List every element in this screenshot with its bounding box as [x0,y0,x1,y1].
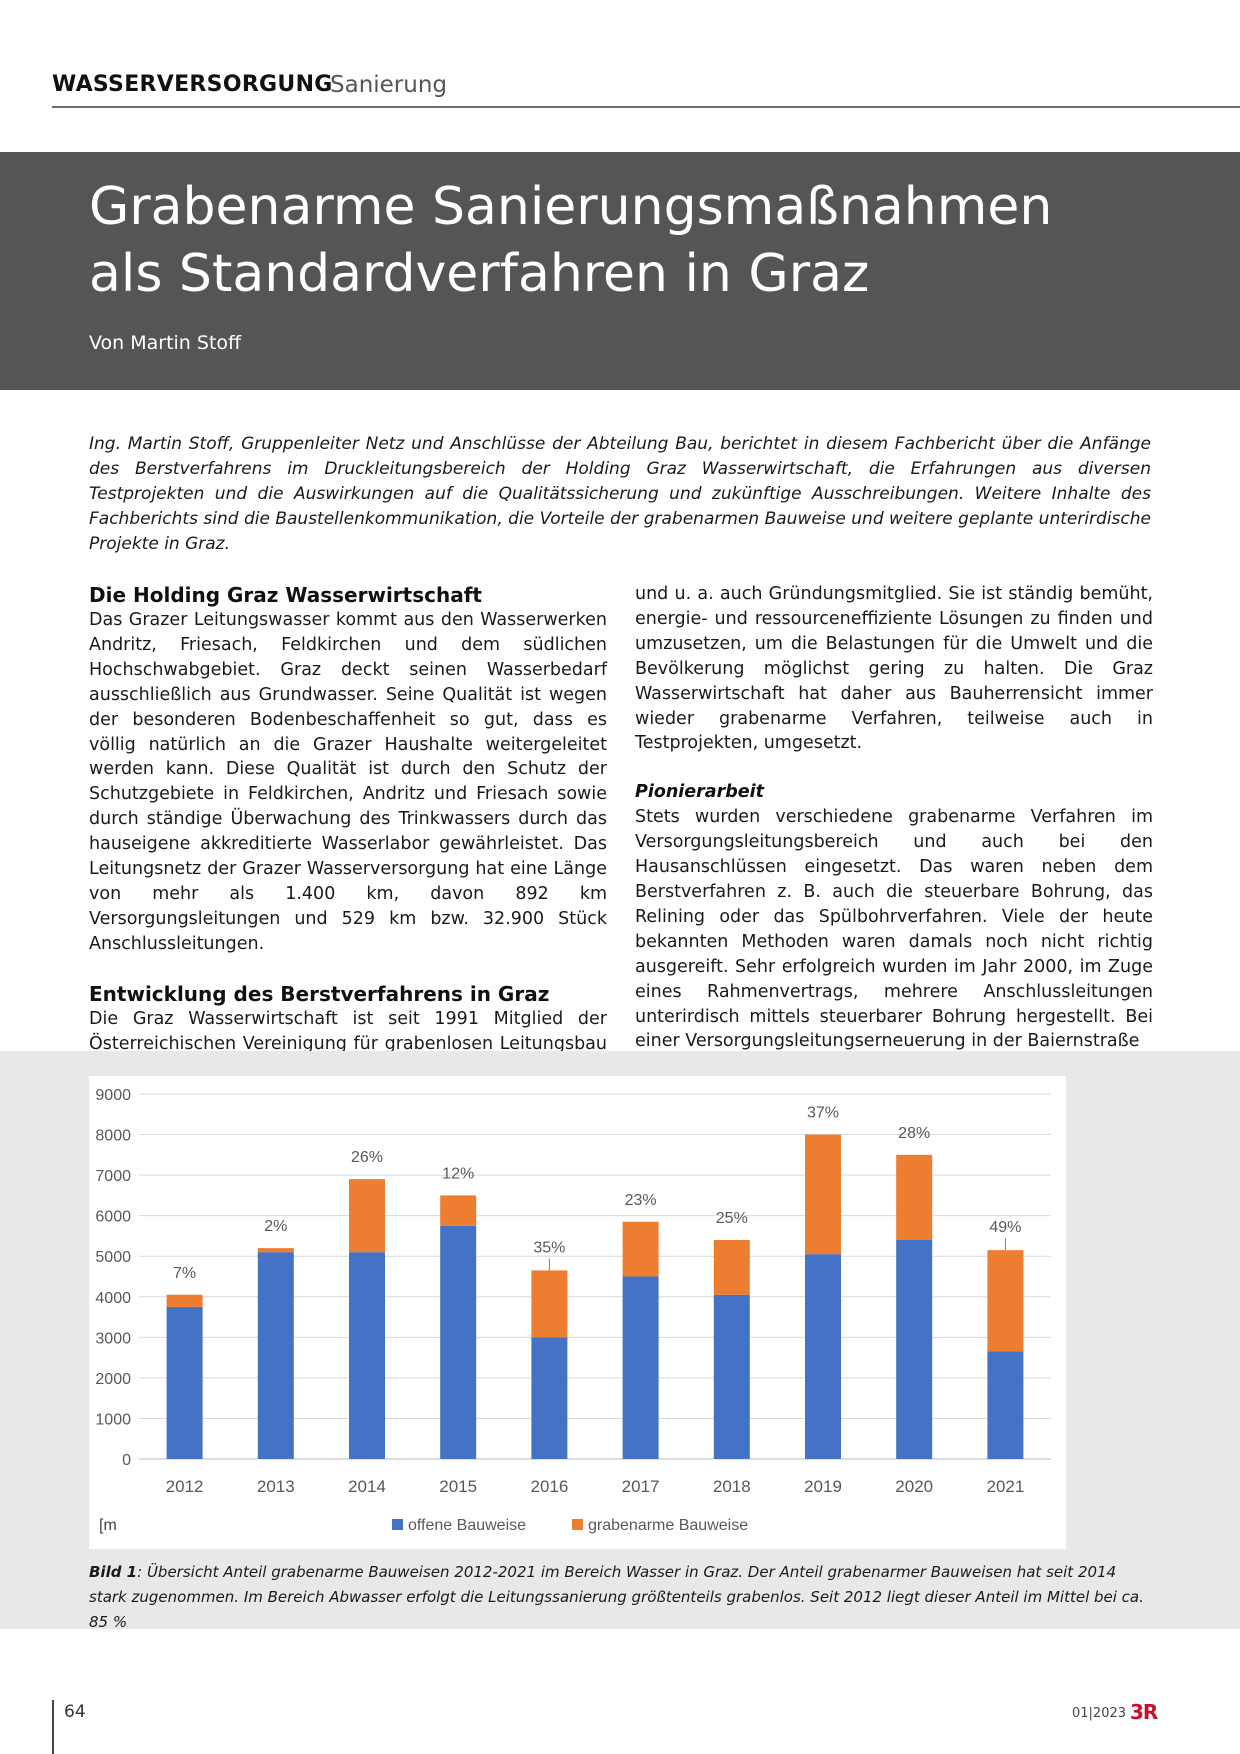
y-tick-label: 6000 [95,1209,131,1226]
bar-segment [896,1154,933,1240]
article-title-line1: Grabenarme Sanierungsmaßnahmen [89,177,1053,237]
x-tick-label: 2014 [348,1477,386,1496]
x-tick-label: 2020 [895,1477,933,1496]
legend-label: offene Bauweise [408,1517,526,1534]
page-number: 64 [64,1702,86,1722]
x-tick-label: 2019 [804,1477,842,1496]
legend-swatch [572,1519,583,1530]
paragraph-holding: Das Grazer Leitungswasser kommt aus den … [89,610,607,954]
article-title: Grabenarme Sanierungsmaßnahmen als Stand… [89,174,1209,308]
bar-segment [531,1270,568,1338]
x-tick-label: 2013 [257,1477,295,1496]
article-lede: Ing. Martin Stoff, Gruppenleiter Netz un… [89,434,1151,554]
x-tick-label: 2021 [986,1477,1024,1496]
heading-entwicklung: Entwicklung des Berstverfahrens in Graz [89,981,550,1006]
y-tick-label: 9000 [95,1087,131,1104]
bar-segment [166,1306,203,1459]
bar-segment [166,1294,203,1307]
data-label: 12% [442,1165,474,1182]
bar-segment [713,1294,750,1459]
bar-segment [440,1195,477,1226]
paragraph-pionierarbeit: Stets wurden verschiedene grabenarme Ver… [635,807,1153,1052]
column-right: und u. a. auch Gründungsmitglied. Sie is… [635,582,1153,1054]
x-tick-label: 2018 [713,1477,751,1496]
bar-segment [531,1337,568,1459]
bar-segment [987,1351,1024,1459]
data-label: 49% [989,1219,1021,1236]
legend-swatch [392,1519,403,1530]
figure-caption: Bild 1: Übersicht Anteil grabenarme Bauw… [89,1560,1151,1635]
heading-holding: Die Holding Graz Wasserwirtschaft [89,583,482,607]
data-label: 23% [625,1192,657,1209]
bar-segment [349,1252,385,1459]
y-tick-label: 3000 [95,1330,131,1347]
y-tick-label: 2000 [95,1371,131,1388]
section-header: WASSERVERSORGUNG Sanierung [52,70,1240,108]
data-label: 35% [533,1239,565,1256]
data-label: 7% [173,1265,196,1282]
x-tick-label: 2017 [622,1477,660,1496]
issue-number: 01|2023 [1072,1706,1127,1721]
bar-segment [805,1134,841,1255]
y-tick-label: 5000 [95,1249,131,1266]
section-title: WASSERVERSORGUNG [52,72,333,97]
footer-rule [52,1700,54,1754]
bar-segment [257,1248,294,1253]
data-label: 2% [264,1218,287,1235]
publication-logo: 3R [1130,1700,1158,1724]
bar-segment [349,1179,385,1253]
article-title-line2: als Standardverfahren in Graz [89,244,870,304]
y-tick-label: 8000 [95,1128,131,1145]
bar-segment [622,1221,659,1277]
x-tick-label: 2012 [166,1477,204,1496]
unit-label: [m [99,1517,117,1534]
chart-container: 0 1000 2000 3000 4000 5000 6000 7000 8000 9000 7% 2… [89,1076,1066,1549]
heading-pionierarbeit: Pionierarbeit [635,782,765,803]
column-left: Die Holding Graz Wasserwirtschaft Das Gr… [89,582,607,1081]
stacked-bar-chart: 0 1000 2000 3000 4000 5000 6000 7000 8000 9000 7% 2… [95,1087,1051,1534]
y-tick-label: 1000 [95,1411,131,1428]
legend-label: grabenarme Bauweise [588,1517,748,1534]
bar-segment [622,1276,659,1459]
y-tick-label: 4000 [95,1290,131,1307]
x-tick-label: 2016 [530,1477,568,1496]
bar-segment [440,1225,477,1459]
x-tick-label: 2015 [439,1477,477,1496]
data-label: 28% [898,1125,930,1142]
y-tick-label: 0 [122,1452,131,1469]
data-label: 25% [716,1210,748,1227]
data-label: 37% [807,1105,839,1122]
caption-label: Bild 1 [89,1563,138,1581]
section-subtitle: Sanierung [330,72,448,98]
title-banner: Grabenarme Sanierungsmaßnahmen als Stand… [0,152,1240,390]
y-tick-label: 7000 [95,1168,131,1185]
bar-segment [805,1254,841,1459]
data-label: 26% [351,1149,383,1166]
article-author: Von Martin Stoff [89,332,242,354]
caption-text: : Übersicht Anteil grabenarme Bauweisen … [89,1563,1144,1631]
bar-segment [257,1252,294,1459]
paragraph-entwicklung-continued: und u. a. auch Gründungsmitglied. Sie is… [635,584,1153,754]
bar-segment [987,1250,1024,1352]
bar-segment [713,1240,750,1295]
bar-segment [896,1240,933,1459]
